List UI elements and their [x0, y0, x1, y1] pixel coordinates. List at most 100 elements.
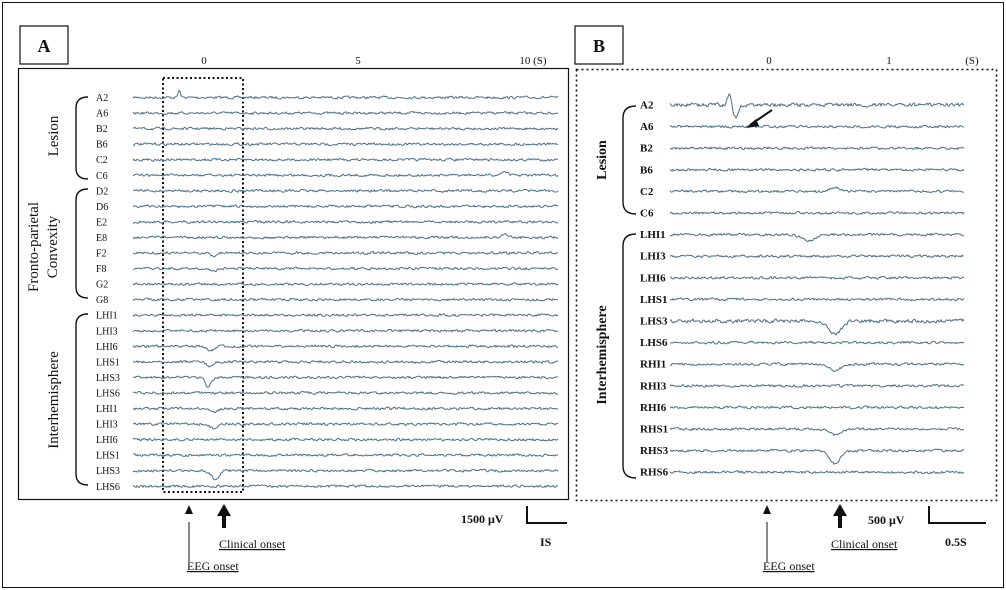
panel-a-trace — [132, 421, 559, 430]
panel-a-trace — [132, 453, 559, 458]
panel-a-traces — [132, 89, 559, 489]
panel-a-group-interhemisphere: Interhemisphere — [46, 351, 62, 449]
panel-b-trace — [669, 318, 965, 336]
panel-a-channel-label: LHS3 — [96, 373, 120, 384]
panel-b-tick-s: (S) — [965, 55, 979, 67]
panel-b-eeg-onset-label: EEG onset — [763, 559, 815, 573]
panel-a-trace — [132, 282, 559, 287]
panel-b-time-ticks: 0 1 (S) — [766, 55, 979, 67]
panel-b-channel-label: RHS1 — [640, 424, 668, 436]
panel-a-scale-amplitude: 1500 μV — [461, 512, 504, 526]
panel-b-trace — [669, 254, 965, 259]
panel-a-trace — [132, 89, 559, 100]
panel-b-trace — [669, 448, 965, 465]
panel-a-tick-0: 0 — [201, 55, 207, 67]
panel-b-channel-label: RHI6 — [640, 402, 667, 414]
panel-a-trace — [132, 468, 559, 481]
panel-a-channel-label: B6 — [96, 140, 108, 151]
panel-a-tick-5: 5 — [355, 55, 361, 67]
panel-b-channel-label: LHI1 — [640, 229, 666, 241]
panel-b-traces — [669, 93, 965, 475]
panel-b-clinical-onset-arrow — [833, 504, 847, 528]
panel-a-letter-box — [19, 25, 69, 65]
panel-a-channel-label: G8 — [96, 295, 108, 306]
panel-a-channel-label: D6 — [96, 202, 108, 213]
panel-b-tick-1: 1 — [886, 55, 892, 67]
panel-a-channel-label: LHS1 — [96, 357, 120, 368]
panel-a-channel-label: F8 — [96, 264, 107, 275]
panel-a-trace — [132, 126, 559, 131]
panel-b-channel-label: B2 — [640, 143, 653, 155]
panel-a-letter: A — [38, 36, 51, 56]
panel-a-channel-label: LHI3 — [96, 420, 118, 431]
panel-a-scale-time: IS — [540, 535, 552, 549]
panel-b-channel-label: B6 — [640, 164, 653, 176]
panel-a-channel-label: E8 — [96, 233, 107, 244]
panel-a-trace — [132, 359, 559, 368]
panel-a-channel-label: LHI6 — [96, 342, 118, 353]
panel-b-channel-label: LHS6 — [640, 337, 668, 349]
panel-b-channel-label: LHS3 — [640, 316, 668, 328]
panel-a-channel-label: LHS1 — [96, 451, 120, 462]
panel-b-brace-interhemisphere — [622, 233, 637, 479]
panel-b-trace — [669, 297, 965, 302]
panel-a-channel-label: LHS3 — [96, 466, 120, 477]
panel-a-trace — [132, 188, 559, 193]
panel-a-channel-label: C2 — [96, 155, 108, 166]
panel-b-trace — [669, 340, 965, 345]
panel-a-scale-bar — [526, 506, 567, 524]
panel-a-channel-label: LHI6 — [96, 435, 118, 446]
panel-b-trace — [669, 470, 965, 475]
panel-a-channel-labels: A2 A6 B2 B6 C2 C6 D2 D6 E2 E8 F2 F8 G2 G8 LHI1 LHI3 LHI6… — [96, 93, 120, 493]
panel-a-trace — [132, 437, 559, 442]
panel-a-eeg-onset-arrow — [185, 505, 193, 562]
panel-a-eeg-onset-label: EEG onset — [187, 559, 239, 573]
panel-a-channel-label: LHI1 — [96, 311, 118, 322]
panel-a-channel-label: A2 — [96, 93, 108, 104]
panel-b-channel-label: C2 — [640, 186, 654, 198]
panel-a-channel-label: A6 — [96, 109, 108, 120]
panel-b-frame — [575, 68, 998, 502]
panel-b-channel-label: A2 — [640, 100, 654, 112]
panel-a-trace — [132, 250, 559, 258]
panel-a-clinical-onset-arrow — [217, 504, 231, 528]
panel-a-trace — [132, 406, 559, 414]
panel-b-group-interhemisphere: Interhemisphere — [595, 305, 610, 404]
panel-b-trace — [669, 210, 965, 215]
panel-a-channel-label: LHI3 — [96, 326, 118, 337]
panel-b-tick-0: 0 — [766, 55, 772, 67]
panel-b-spike-arrow — [746, 109, 773, 128]
panel-b-channel-label: RHI1 — [640, 359, 666, 371]
panel-b-group-lesion: Lesion — [595, 140, 610, 180]
panel-b-channel-labels: A2 A6 B2 B6 C2 C6 LHI1 LHI3 LHI6 LHS1 LHS3 LHS6 RHI1… — [640, 100, 669, 479]
panel-a-trace — [132, 328, 559, 333]
panel-a-channel-label: E2 — [96, 217, 107, 228]
panel-b-scale-time: 0.5S — [945, 535, 967, 549]
panel-a-channel-label: LHS6 — [96, 482, 120, 493]
panel-b-trace — [669, 405, 965, 410]
panel-b-trace — [669, 146, 965, 151]
panel-a-trace — [132, 375, 559, 388]
panel-a-trace — [132, 266, 559, 273]
panel-b-channel-label: LHS1 — [640, 294, 668, 306]
panel-b-eeg-onset-arrow — [763, 505, 771, 562]
panel-a-trace — [132, 297, 559, 302]
panel-b-trace — [669, 167, 965, 172]
panel-b-letter-box — [574, 25, 624, 65]
panel-a-clinical-onset-label: Clinical onset — [219, 537, 286, 551]
panel-b-channel-label: LHI6 — [640, 272, 666, 284]
panel-b-trace — [669, 427, 965, 437]
panel-b-scale-amplitude: 500 μV — [868, 513, 905, 527]
panel-a-frame — [17, 67, 570, 501]
panel-b-group-labels: Lesion Interhemisphere — [595, 140, 610, 405]
panel-b-channel-label: RHS6 — [640, 467, 669, 479]
panel-a-trace — [132, 142, 559, 147]
panel-b-clinical-onset-label: Clinical onset — [831, 537, 898, 551]
panel-b-channel-label: LHI3 — [640, 251, 666, 263]
panel-a-trace — [132, 233, 559, 240]
panel-a-group-convexity-line2: Convexity — [45, 215, 61, 278]
panel-a-brace-convexity — [75, 188, 89, 299]
panel-a-trace — [132, 171, 559, 178]
panel-a-channel-label: LHI1 — [96, 404, 118, 415]
